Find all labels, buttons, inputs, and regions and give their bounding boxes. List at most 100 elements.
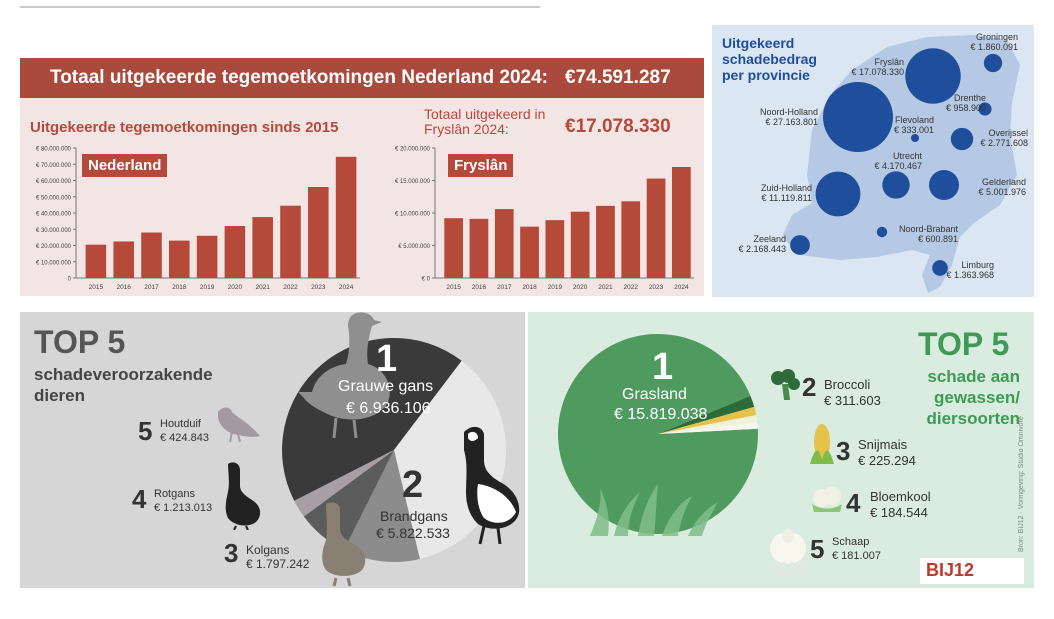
x-tick-label: 2016	[116, 284, 131, 291]
banner-title: Totaal uitgekeerde tegemoetkomingen Nede…	[50, 67, 549, 88]
bubble-flevoland	[911, 134, 919, 142]
animal-1-amount: € 6.936.106	[346, 400, 431, 417]
y-tick-label: € 80.000.000	[36, 147, 72, 153]
crop-3-amount: € 225.294	[858, 453, 916, 468]
credit-text: Bron: BIJ12 · Vormgeving: Studio Omnivor…	[1018, 416, 1025, 552]
province-map-panel: Uitgekeerd schadebedrag per provincie Gr…	[712, 25, 1034, 297]
bar-2018	[520, 226, 539, 278]
y-tick-label: € 0	[422, 277, 431, 283]
map-title-line1: Uitgekeerd	[722, 35, 795, 51]
animal-4-amount: € 1.213.013	[154, 502, 213, 514]
crop-4-name: Bloemkool	[870, 489, 931, 504]
x-tick-label: 2022	[283, 284, 298, 291]
animal-3-amount: € 1.797.242	[246, 557, 310, 571]
crop-1-rank: 1	[652, 346, 674, 388]
animal-4-rank: 4	[132, 484, 147, 514]
x-tick-label: 2017	[497, 284, 512, 291]
animal-1-rank: 1	[376, 338, 398, 380]
label-noord-holland: Noord-Holland € 27.163.801	[759, 107, 818, 127]
bubble-limburg	[932, 260, 948, 276]
brent-goose-icon	[225, 462, 261, 530]
crop-2-amount: € 311.603	[824, 393, 881, 408]
x-tick-label: 2015	[446, 284, 461, 291]
bar-2020	[570, 211, 590, 278]
bubble-gelderland	[928, 169, 960, 201]
crops-subheading-line2: gewassen/	[934, 388, 1020, 407]
crop-5-rank: 5	[810, 534, 825, 564]
crop-1-amount: € 15.819.038	[614, 406, 708, 423]
bar-2017	[494, 209, 514, 278]
sheep-icon	[770, 529, 806, 576]
nl-chart-title: Uitgekeerde tegemoetkomingen sinds 2015	[30, 119, 339, 136]
crop-5-name: Schaap	[832, 536, 870, 548]
white-fronted-goose-icon	[322, 502, 366, 587]
crop-2-name: Broccoli	[824, 377, 871, 392]
slice-schaap	[658, 421, 758, 434]
barnacle-goose-icon	[464, 426, 520, 545]
bar-2022	[280, 205, 301, 278]
slice-rotgans	[303, 450, 394, 551]
credit-vertical: Bron: BIJ12 · Vormgeving: Studio Omnivor…	[1018, 352, 1032, 552]
x-tick-label: 2024	[339, 284, 354, 291]
bubble-noord-brabant	[876, 226, 888, 238]
animal-1-name: Grauwe gans	[338, 378, 434, 395]
broccoli-icon	[771, 369, 800, 400]
label-overijssel: Overijssel € 2.771.608	[980, 128, 1028, 148]
crops-heading: TOP 5	[918, 326, 1010, 362]
animal-3-name: Kolgans	[246, 543, 290, 557]
y-tick-label: € 60.000.000	[36, 179, 72, 185]
map-title: Uitgekeerd schadebedrag per provincie	[722, 35, 817, 83]
crop-1-name: Grasland	[622, 386, 687, 403]
bar-2022	[621, 201, 641, 278]
bubble-zuid-holland	[815, 171, 861, 217]
total-banner: Totaal uitgekeerde tegemoetkomingen Nede…	[20, 58, 704, 98]
x-tick-label: 2023	[311, 284, 326, 291]
nl-bar-chart: 0 € 10.000.000 € 20.000.000 € 30.000.000 € 4…	[36, 147, 360, 291]
top5-animals-panel: TOP 5 schadeveroorzakende dieren 1 Grauw…	[20, 312, 525, 588]
bar-2015	[444, 218, 464, 278]
x-tick-label: 2015	[89, 284, 104, 291]
crop-4-rank: 4	[846, 488, 861, 518]
y-tick-label: € 20.000.000	[395, 147, 431, 153]
x-tick-label: 2016	[472, 284, 487, 291]
slice-bloemkool	[658, 415, 758, 434]
crop-2-rank: 2	[802, 372, 817, 402]
y-tick-label: € 40.000.000	[36, 212, 72, 218]
animal-3-rank: 3	[224, 538, 239, 568]
y-tick-label: € 30.000.000	[36, 228, 72, 234]
bar-2015	[85, 244, 107, 278]
slice-snijmais	[658, 406, 757, 434]
wood-pigeon-icon	[218, 407, 260, 443]
crops-subheading: schade aan gewassen/ diersoorten	[908, 366, 1020, 429]
label-gelderland: Gelderland € 5.001.976	[978, 177, 1026, 197]
fr-chart-total: €17.078.330	[565, 116, 671, 137]
bubble-groningen	[983, 53, 1003, 73]
bar-2021	[596, 205, 615, 278]
source-link	[20, 0, 540, 8]
label-drenthe: Drenthe € 958.900	[945, 93, 986, 113]
crops-subheading-line1: schade aan	[927, 367, 1020, 386]
map-bubbles	[790, 48, 1003, 276]
animals-heading: TOP 5	[34, 324, 126, 360]
x-tick-label: 2017	[144, 284, 159, 291]
y-tick-label: € 15.000.000	[395, 179, 431, 185]
label-zuid-holland: Zuid-Holland € 11.119.811	[760, 183, 812, 203]
top5-crops-panel: 1 Grasland € 15.819.038 TOP 5 schade aan…	[528, 312, 1034, 588]
label-fryslan: Fryslân € 17.078.330	[851, 57, 904, 77]
bubble-zeeland	[790, 235, 810, 255]
fr-chart-tag: Fryslân	[448, 154, 514, 177]
label-groningen: Groningen € 1.860.091	[970, 32, 1018, 52]
x-tick-label: 2021	[255, 284, 270, 291]
crops-subheading-line3: diersoorten	[926, 409, 1020, 428]
bar-2024	[671, 166, 691, 278]
slice-kolgans	[343, 450, 420, 562]
animals-subheading-line1: schadeveroorzakende	[34, 365, 213, 384]
crops-pie-chart	[558, 333, 758, 534]
y-tick-label: € 70.000.000	[36, 163, 72, 169]
x-tick-label: 2020	[228, 284, 243, 291]
x-tick-label: 2019	[548, 284, 563, 291]
animal-5-name: Houtduif	[160, 418, 201, 430]
bar-2018	[169, 240, 190, 278]
x-tick-label: 2021	[598, 284, 613, 291]
slice-broccoli	[658, 395, 755, 434]
